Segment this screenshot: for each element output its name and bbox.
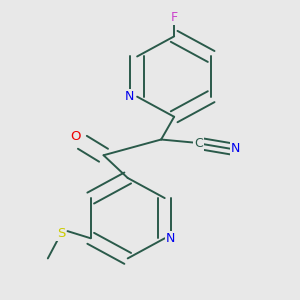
Text: N: N (125, 90, 134, 103)
Text: N: N (166, 232, 175, 245)
Text: S: S (57, 227, 65, 240)
Text: F: F (171, 11, 178, 24)
Text: O: O (70, 130, 81, 142)
Text: N: N (231, 142, 240, 155)
Text: C: C (194, 136, 203, 149)
